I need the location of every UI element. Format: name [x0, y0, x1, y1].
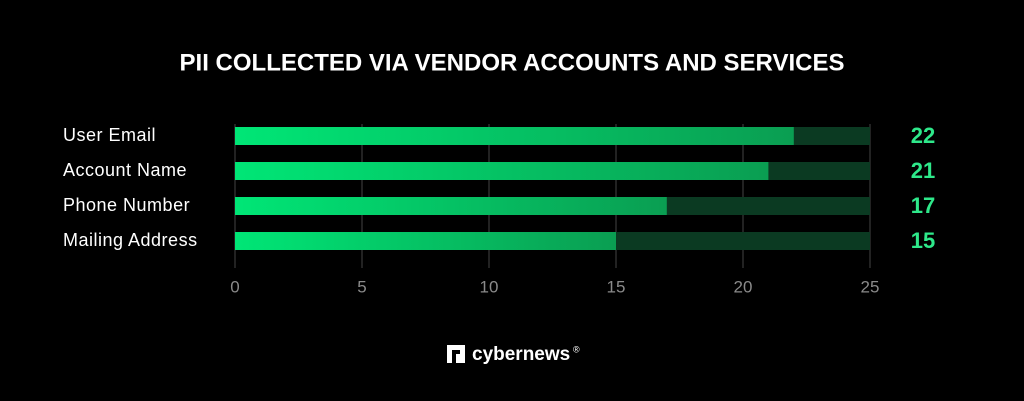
bar: [235, 232, 616, 250]
value-label: 22: [911, 123, 935, 148]
bar: [235, 162, 769, 180]
plot: 0 5 10 15 20 25 User Email 22 Account Name 21 Phon…: [63, 123, 935, 297]
y-tick-label: User Email: [63, 125, 156, 145]
brand-name: cybernews: [472, 344, 570, 365]
x-tick-label: 15: [607, 277, 626, 296]
value-label: 15: [911, 228, 935, 253]
x-tick-label: 0: [230, 277, 239, 296]
y-tick-label: Account Name: [63, 160, 187, 180]
x-tick-label: 10: [480, 277, 499, 296]
value-label: 21: [911, 158, 935, 183]
y-tick-label: Phone Number: [63, 195, 190, 215]
y-tick-label: Mailing Address: [63, 230, 198, 250]
bar: [235, 197, 667, 215]
value-label: 17: [911, 193, 935, 218]
brand-logo-cut: [456, 350, 460, 354]
chart-title: PII COLLECTED VIA VENDOR ACCOUNTS AND SE…: [180, 49, 845, 76]
brand-logo-cut: [452, 350, 456, 363]
bar: [235, 127, 794, 145]
brand-mark: ®: [573, 344, 580, 354]
brand: cybernews ®: [447, 344, 580, 365]
x-tick-label: 20: [734, 277, 753, 296]
x-tick-label: 25: [861, 277, 880, 296]
x-tick-label: 5: [357, 277, 366, 296]
